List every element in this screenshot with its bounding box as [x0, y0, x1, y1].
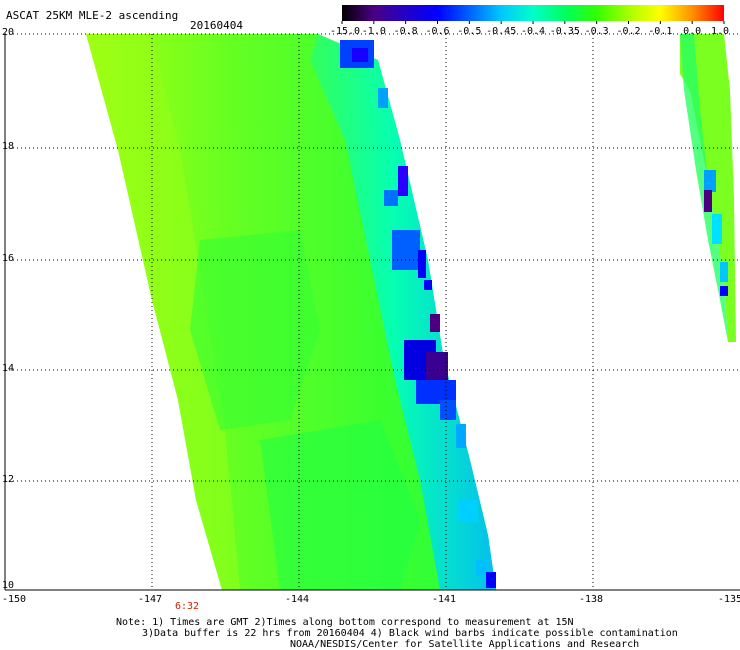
lat-label: 18 [2, 141, 15, 152]
colorbar-label: -0.1 [648, 26, 672, 37]
note-line-1: Note: 1) Times are GMT 2)Times along bot… [116, 617, 574, 628]
colorbar-labels: -15.0 -1.0 -0.8 -0.6 -0.5 -0.45 -0.4 -0.35 -0.3-… [330, 21, 729, 37]
lat-label: 12 [2, 474, 15, 485]
colorbar-label: -1.0 [362, 26, 386, 37]
lat-label: 14 [2, 363, 15, 374]
lon-label: -150 [2, 594, 27, 605]
swath-patch [190, 230, 320, 430]
swath-edge-cells [340, 40, 496, 588]
swath-patch [260, 420, 420, 590]
lon-label: -144 [285, 594, 310, 605]
map-grid [5, 34, 740, 590]
swath-second-cells [704, 170, 728, 296]
colorbar-label: 1.0 [711, 26, 729, 37]
product-title: ASCAT 25KM MLE-2 ascending [6, 9, 179, 22]
date-label: 20160404 [190, 19, 243, 32]
colorbar-label: -0.8 [394, 26, 418, 37]
colorbar-gradient [342, 5, 724, 21]
colorbar-label: -0.5 [457, 26, 481, 37]
swath-left-band [86, 34, 240, 590]
lat-label: 20 [2, 27, 15, 38]
colorbar-label: 0.0 [683, 26, 701, 37]
colorbar-label: -0.3 [585, 26, 609, 37]
colorbar-label: -0.4 [521, 26, 545, 37]
colorbar [342, 5, 724, 21]
colorbar-label: -0.2 [616, 26, 640, 37]
colorbar-label: -0.6 [425, 26, 449, 37]
lon-label: -138 [579, 594, 604, 605]
time-marker: 6:32 [175, 601, 200, 612]
lat-label: 16 [2, 253, 15, 264]
lon-label: -147 [138, 594, 163, 605]
note-line-3: NOAA/NESDIS/Center for Satellite Applica… [290, 639, 640, 650]
lon-label: -141 [432, 594, 457, 605]
colorbar-label: -15.0 [330, 26, 360, 37]
lat-label: 10 [2, 580, 15, 591]
lon-label: -135 [718, 594, 740, 605]
swath-edge-band [310, 34, 496, 590]
colorbar-label: -0.35 [550, 26, 580, 37]
colorbar-label: -0.45 [486, 26, 516, 37]
note-line-2: 3)Data buffer is 22 hrs from 20160404 4)… [142, 628, 678, 639]
